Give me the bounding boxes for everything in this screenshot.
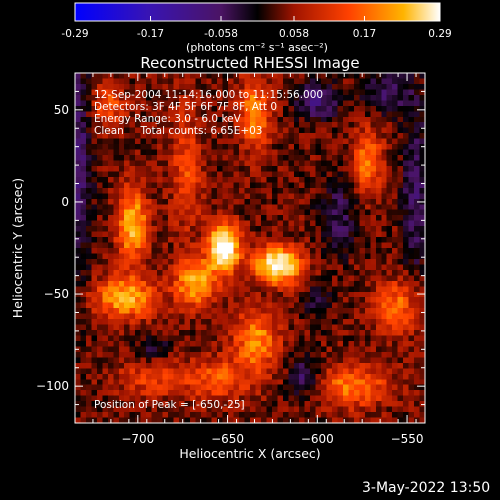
x-tick-label: −600 <box>301 432 334 446</box>
x-tick-label: −650 <box>211 432 244 446</box>
footer-datetime: 3-May-2022 13:50 <box>362 480 491 496</box>
y-tick-label: 0 <box>61 195 69 209</box>
colorbar-tick-label: -0.29 <box>61 28 88 40</box>
annotation-clean-counts: Clean Total counts: 6.65E+03 <box>94 125 263 137</box>
colorbar-tick-label: 0.29 <box>428 28 451 40</box>
colorbar-tick-label: -0.058 <box>204 28 238 40</box>
colorbar: -0.29 -0.17 -0.058 0.058 0.17 0.29 (photons c… <box>61 2 452 54</box>
annotation-detectors: Detectors: 3F 4F 5F 6F 7F 8F, Att 0 <box>94 101 277 113</box>
y-tick-label: −100 <box>36 379 69 393</box>
colorbar-tick-label: -0.17 <box>137 28 164 40</box>
x-axis-label: Heliocentric X (arcsec) <box>179 446 320 461</box>
axis-ticks: −700 −650 −600 −550 50 0 −50 −100 <box>36 73 425 446</box>
y-axis-label: Heliocentric Y (arcsec) <box>10 178 25 318</box>
colorbar-ticks: -0.29 -0.17 -0.058 0.058 0.17 0.29 <box>61 16 452 40</box>
colorbar-gradient <box>74 2 441 22</box>
colorbar-tick-label: 0.058 <box>279 28 309 40</box>
colorbar-tick-label: 0.17 <box>353 28 376 40</box>
x-tick-label: −700 <box>121 432 154 446</box>
plot-frame <box>74 72 426 424</box>
annotation-time-range: 12-Sep-2004 11:14:16.000 to 11:15:56.000 <box>94 89 323 101</box>
heatmap-image <box>75 73 425 423</box>
info-annotations: 12-Sep-2004 11:14:16.000 to 11:15:56.000… <box>94 89 323 411</box>
x-tick-label: −550 <box>391 432 424 446</box>
colorbar-unit-label: (photons cm⁻² s⁻¹ asec⁻²) <box>186 41 328 54</box>
chart-title: Reconstructed RHESSI Image <box>140 54 359 72</box>
annotation-energy-range: Energy Range: 3.0 - 6.0 keV <box>94 113 242 125</box>
y-tick-label: 50 <box>54 103 69 117</box>
heatmap-plot: −700 −650 −600 −550 50 0 −50 −100 <box>36 72 426 446</box>
peak-position-label: Position of Peak = [-650,-25] <box>94 399 245 411</box>
y-tick-label: −50 <box>44 287 69 301</box>
